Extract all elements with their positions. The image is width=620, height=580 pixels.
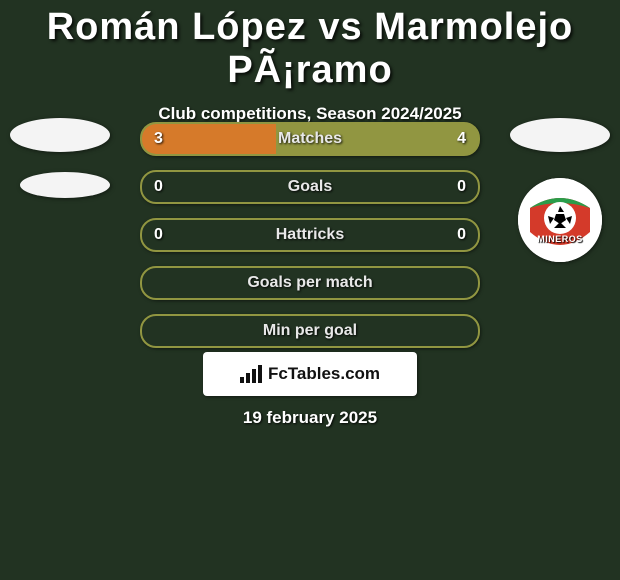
- stats-table: Matches34Goals00Hattricks00Goals per mat…: [140, 122, 480, 362]
- stat-right-value: 4: [457, 124, 466, 154]
- date-label: 19 february 2025: [0, 408, 620, 428]
- stat-label: Goals: [142, 172, 478, 202]
- stat-label: Goals per match: [142, 268, 478, 298]
- stat-row: Hattricks0 0: [140, 218, 480, 252]
- right-badge-1: [510, 118, 610, 152]
- stat-row: Matches3 4: [140, 122, 480, 156]
- stat-row: Goals0 0: [140, 170, 480, 204]
- stat-left-value: 0: [154, 172, 163, 202]
- watermark: FcTables.com: [203, 352, 417, 396]
- stat-right-value: 0: [457, 172, 466, 202]
- club-logo-icon: MINEROS: [518, 178, 602, 262]
- page-title: Román López vs Marmolejo PÃ¡ramo: [0, 0, 620, 92]
- stat-row: Goals per match: [140, 266, 480, 300]
- bars-icon: [240, 365, 262, 383]
- right-club-logo: MINEROS: [518, 178, 602, 262]
- stat-right-value: 0: [457, 220, 466, 250]
- stat-label: Hattricks: [142, 220, 478, 250]
- left-badge-1: [10, 118, 110, 152]
- left-player-badges: [10, 118, 110, 218]
- stat-left-value: 3: [154, 124, 163, 154]
- watermark-text: FcTables.com: [268, 364, 380, 384]
- stat-label: Min per goal: [142, 316, 478, 346]
- svg-text:MINEROS: MINEROS: [537, 234, 583, 244]
- right-player-badges: [510, 118, 610, 152]
- stat-left-value: 0: [154, 220, 163, 250]
- comparison-infographic: Román López vs Marmolejo PÃ¡ramo Club co…: [0, 0, 620, 580]
- left-badge-2: [20, 172, 110, 198]
- stat-row: Min per goal: [140, 314, 480, 348]
- stat-label: Matches: [142, 124, 478, 154]
